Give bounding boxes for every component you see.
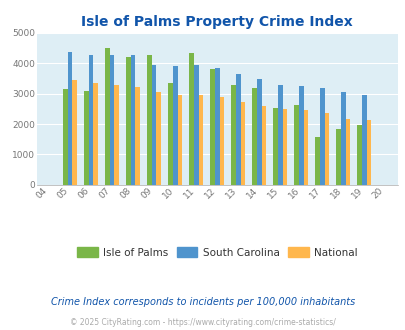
Bar [177, 95, 182, 185]
Bar [135, 87, 140, 185]
Bar [168, 83, 173, 185]
Bar [298, 86, 303, 185]
Bar [210, 69, 214, 185]
Bar [231, 85, 235, 185]
Legend: Isle of Palms, South Carolina, National: Isle of Palms, South Carolina, National [72, 243, 361, 262]
Bar [72, 80, 77, 185]
Title: Isle of Palms Property Crime Index: Isle of Palms Property Crime Index [81, 15, 352, 29]
Bar [151, 65, 156, 185]
Bar [89, 55, 93, 185]
Bar [319, 88, 324, 185]
Bar [110, 55, 114, 185]
Text: Crime Index corresponds to incidents per 100,000 inhabitants: Crime Index corresponds to incidents per… [51, 297, 354, 307]
Bar [130, 55, 135, 185]
Bar [282, 109, 286, 185]
Bar [256, 79, 261, 185]
Bar [198, 95, 202, 185]
Bar [93, 83, 98, 185]
Bar [324, 114, 328, 185]
Bar [366, 120, 370, 185]
Bar [361, 95, 366, 185]
Bar [340, 92, 345, 185]
Bar [277, 85, 282, 185]
Bar [235, 74, 240, 185]
Bar [189, 53, 194, 185]
Bar [114, 85, 119, 185]
Bar [315, 137, 319, 185]
Bar [345, 118, 350, 185]
Bar [252, 88, 256, 185]
Bar [194, 65, 198, 185]
Bar [126, 57, 130, 185]
Bar [63, 89, 68, 185]
Bar [303, 110, 307, 185]
Bar [240, 102, 245, 185]
Bar [214, 68, 219, 185]
Bar [294, 105, 298, 185]
Text: © 2025 CityRating.com - https://www.cityrating.com/crime-statistics/: © 2025 CityRating.com - https://www.city… [70, 318, 335, 327]
Bar [68, 52, 72, 185]
Bar [335, 129, 340, 185]
Bar [261, 106, 266, 185]
Bar [105, 48, 110, 185]
Bar [356, 125, 361, 185]
Bar [173, 66, 177, 185]
Bar [147, 55, 151, 185]
Bar [219, 97, 224, 185]
Bar [84, 91, 89, 185]
Bar [156, 92, 161, 185]
Bar [273, 108, 277, 185]
